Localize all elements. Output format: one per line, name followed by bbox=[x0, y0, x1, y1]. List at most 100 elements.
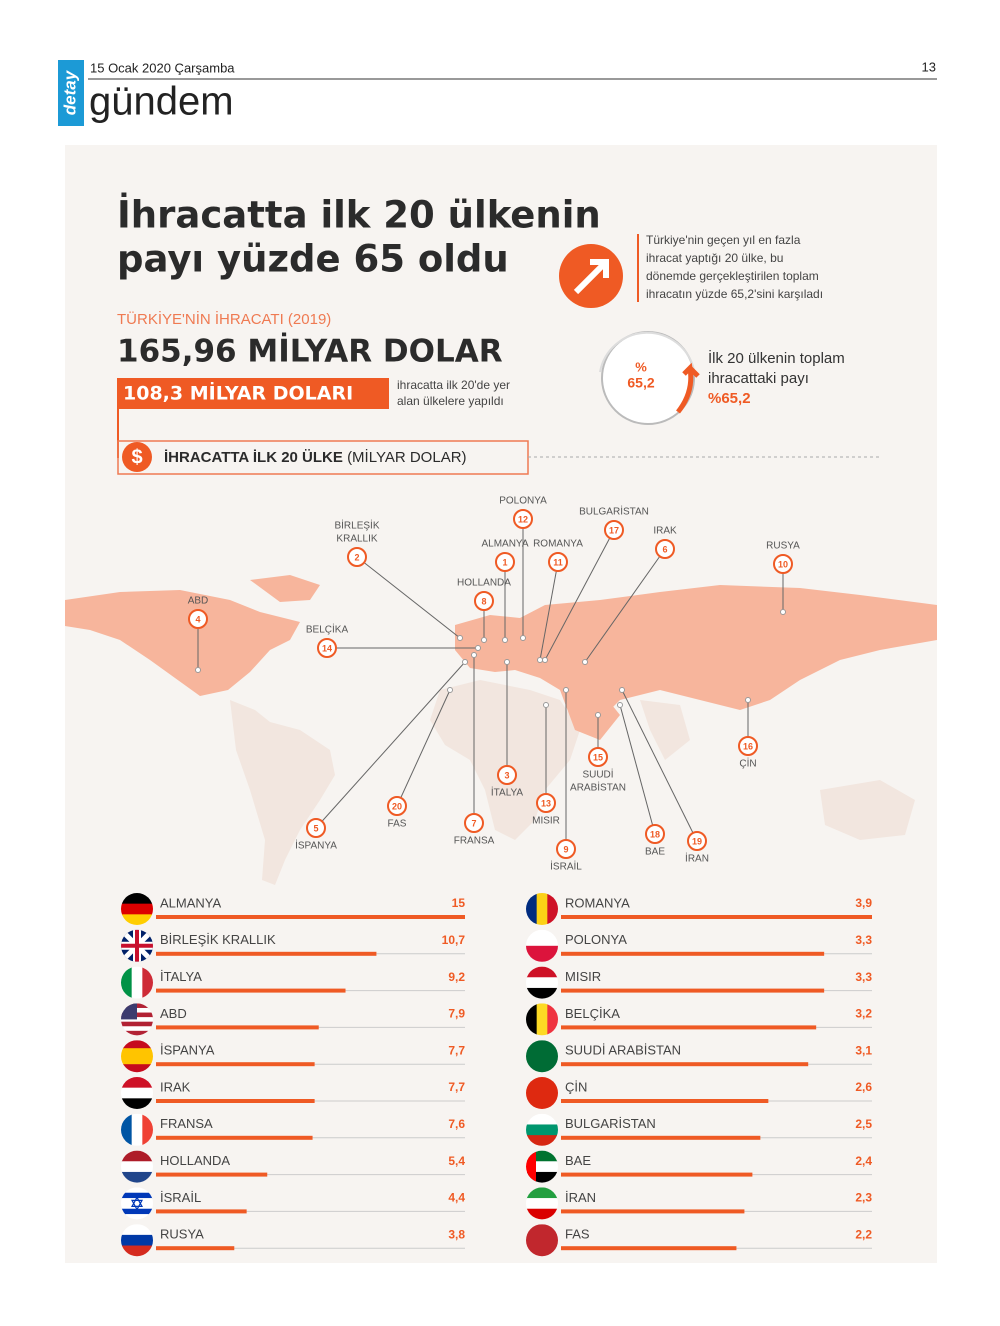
top20-box bbox=[117, 378, 389, 409]
country-name: BULGARİSTAN bbox=[565, 1116, 656, 1131]
flag-stripe bbox=[526, 929, 558, 947]
target-dot bbox=[502, 637, 508, 643]
flag-stripe bbox=[130, 1196, 144, 1211]
flag-stripe bbox=[121, 1150, 153, 1162]
share-ring bbox=[599, 331, 695, 373]
target-dot bbox=[745, 697, 751, 703]
country-name: SUUDİ ARABİSTAN bbox=[565, 1043, 681, 1058]
rank: 1 bbox=[502, 557, 507, 567]
flag-stripe bbox=[142, 1113, 153, 1146]
africa bbox=[430, 680, 580, 840]
rank: 18 bbox=[650, 829, 660, 839]
rank-circle bbox=[645, 824, 665, 844]
rank: 9 bbox=[563, 844, 568, 854]
rank-circle bbox=[306, 818, 326, 838]
country-label: ARABİSTAN bbox=[570, 781, 626, 794]
bar bbox=[156, 951, 377, 956]
bar bbox=[561, 1025, 817, 1030]
leader-line bbox=[356, 556, 461, 639]
country-name: BELÇİKA bbox=[565, 1006, 620, 1021]
country-name: POLONYA bbox=[565, 932, 627, 947]
rank: 4 bbox=[195, 614, 200, 624]
value-label: 2,4 bbox=[855, 1154, 872, 1168]
rank: 10 bbox=[778, 559, 788, 569]
flag bbox=[121, 966, 153, 999]
country-rows: ALMANYA 15 BİRLEŞİK KRALLIK 10,7 İTALYA 9,2 AB… bbox=[121, 893, 872, 1257]
rank-circle bbox=[497, 765, 517, 785]
flag-stripe bbox=[121, 1040, 153, 1049]
flag bbox=[526, 1040, 558, 1073]
rank-circle bbox=[687, 831, 707, 851]
country-name: İSPANYA bbox=[160, 1043, 215, 1058]
country-label: MISIR bbox=[532, 816, 560, 827]
note-line: ihracat yaptığı 20 ülke, bu bbox=[646, 251, 783, 265]
bar bbox=[561, 1209, 745, 1214]
flag-stripe bbox=[121, 1026, 153, 1032]
flag bbox=[526, 1113, 558, 1146]
bar bbox=[156, 1099, 315, 1103]
australia bbox=[820, 780, 915, 840]
india bbox=[640, 700, 690, 760]
target-dot bbox=[617, 702, 623, 708]
bar bbox=[561, 1099, 769, 1103]
country-name: İSRAİL bbox=[160, 1190, 201, 1205]
rank: 3 bbox=[504, 770, 509, 780]
rank-circle bbox=[317, 638, 337, 658]
value-label: 10,7 bbox=[442, 933, 466, 947]
total: 165,96 MİLYAR DOLAR bbox=[117, 334, 503, 370]
flag-stripe bbox=[536, 1003, 548, 1036]
bar bbox=[561, 915, 872, 919]
flag-stripe bbox=[547, 893, 558, 925]
list-title-rest: (MİLYAR DOLAR) bbox=[347, 448, 466, 466]
flag bbox=[526, 966, 558, 999]
flag-stripe bbox=[547, 1003, 558, 1036]
bar bbox=[561, 1246, 737, 1251]
flag bbox=[526, 1077, 558, 1109]
flag bbox=[526, 1187, 558, 1220]
flag-stripe bbox=[121, 1030, 153, 1036]
bar bbox=[561, 988, 825, 993]
flag-stripe bbox=[121, 1021, 153, 1027]
flag-stripe bbox=[526, 1124, 558, 1136]
country-name: İRAN bbox=[565, 1190, 596, 1205]
flag-stripe bbox=[121, 1064, 153, 1073]
rank-circle bbox=[604, 520, 624, 540]
infographic: İhracatta ilk 20 ülkenin payı yüzde 65 o… bbox=[65, 193, 937, 1257]
flag-stripe bbox=[121, 903, 153, 915]
flag-stripe bbox=[121, 1192, 153, 1199]
rank: 16 bbox=[743, 741, 753, 751]
share-line: %65,2 bbox=[708, 390, 751, 407]
dollar-sign: $ bbox=[131, 446, 142, 468]
target-dot bbox=[542, 657, 548, 663]
world-map bbox=[65, 575, 937, 885]
flag-stripe bbox=[121, 1077, 153, 1089]
value-label: 3,9 bbox=[855, 896, 872, 910]
rank-circle bbox=[495, 552, 515, 572]
value-label: 3,3 bbox=[855, 970, 872, 984]
date: 15 Ocak 2020 Çarşamba bbox=[90, 60, 235, 75]
rank: 8 bbox=[481, 596, 486, 606]
bar bbox=[156, 1209, 247, 1214]
note-line: ihracatın yüzde 65,2'sini karşıladı bbox=[646, 287, 823, 301]
logo-box bbox=[58, 60, 84, 126]
country-label: İSRAİL bbox=[550, 860, 582, 873]
country-label: İRAN bbox=[685, 852, 709, 865]
bar bbox=[156, 1135, 313, 1140]
target-dot bbox=[582, 659, 588, 665]
country-label: SUUDİ bbox=[582, 768, 613, 781]
target-dot bbox=[475, 645, 481, 651]
country-name: BAE bbox=[565, 1153, 591, 1168]
rank: 6 bbox=[662, 544, 667, 554]
flag-stripe bbox=[526, 1040, 558, 1073]
value-label: 5,4 bbox=[448, 1154, 465, 1168]
top20-note: alan ülkelere yapıldı bbox=[397, 394, 504, 408]
value-label: 15 bbox=[452, 896, 466, 910]
rank: 15 bbox=[593, 752, 603, 762]
country-label: BULGARİSTAN bbox=[579, 505, 649, 518]
value-label: 3,2 bbox=[855, 1007, 872, 1021]
target-dot bbox=[504, 659, 510, 665]
flag-stripe bbox=[121, 1208, 153, 1215]
bar bbox=[561, 1172, 753, 1177]
bar bbox=[156, 988, 346, 993]
arrow bbox=[573, 259, 609, 295]
